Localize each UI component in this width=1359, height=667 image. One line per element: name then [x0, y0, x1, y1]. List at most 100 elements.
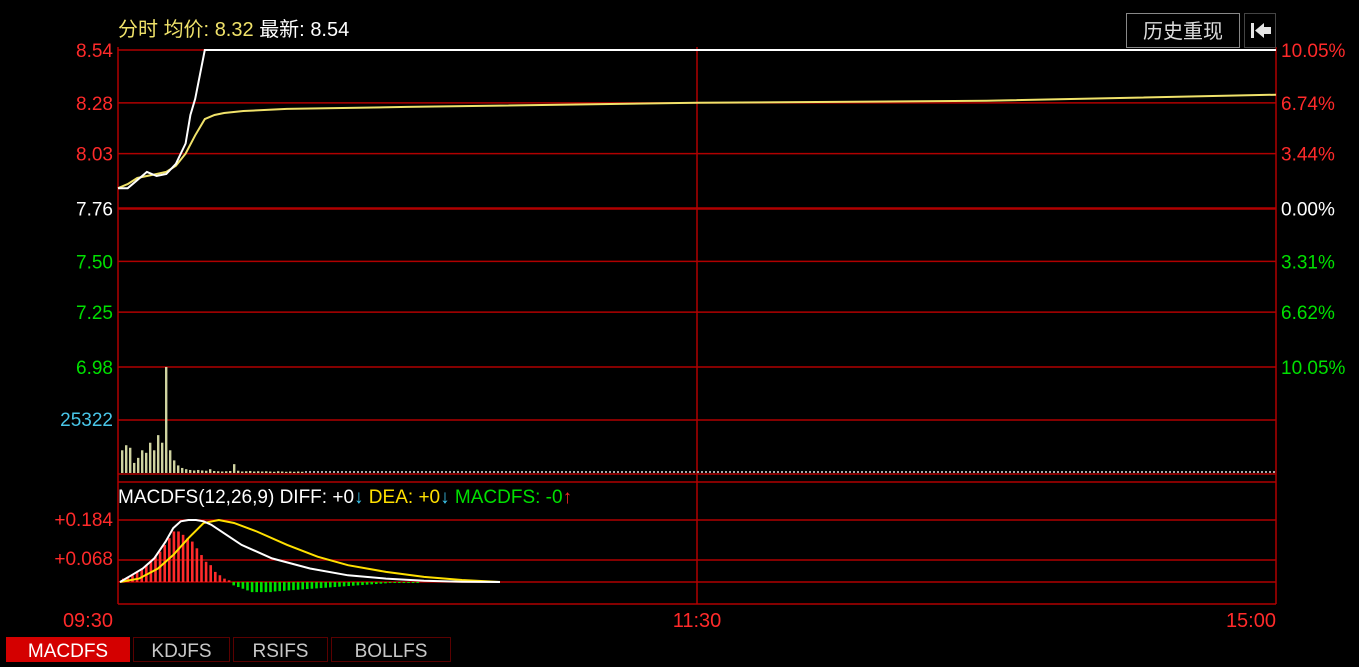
back-button[interactable]	[1244, 13, 1276, 48]
volume-bar	[653, 471, 655, 473]
volume-bar	[1193, 471, 1195, 473]
diff-arrow: ↓	[354, 487, 364, 508]
volume-bar	[161, 442, 164, 473]
volume-bar	[1105, 471, 1107, 473]
volume-bar	[789, 471, 791, 473]
macd-header: MACDFS(12,26,9) DIFF: +0↓ DEA: +0↓ MACDF…	[118, 487, 572, 508]
volume-bar	[913, 471, 915, 473]
volume-bar	[1161, 471, 1163, 473]
volume-bar	[465, 471, 467, 473]
volume-bar	[1173, 471, 1175, 473]
macd-histogram-bar	[296, 582, 300, 590]
macd-histogram-bar	[301, 582, 304, 590]
volume-bar	[981, 471, 983, 473]
volume-bar	[437, 471, 439, 473]
volume-bar	[157, 435, 160, 473]
volume-bar	[1245, 471, 1247, 473]
volume-bar	[869, 471, 871, 473]
volume-bar	[325, 471, 327, 473]
volume-bar	[545, 471, 547, 473]
volume-bar	[961, 471, 963, 473]
volume-bar	[829, 471, 831, 473]
history-replay-button[interactable]: 历史重现	[1126, 13, 1240, 48]
volume-bar	[1257, 471, 1259, 473]
volume-bar	[677, 471, 679, 473]
volume-bar	[777, 471, 779, 473]
macd-histogram-bar	[333, 582, 337, 588]
volume-bar	[809, 471, 811, 473]
volume-bar	[817, 471, 819, 473]
volume-bar	[973, 471, 975, 473]
macd-histogram-bar	[329, 582, 332, 588]
volume-bar	[1041, 471, 1043, 473]
volume-bar	[541, 471, 543, 473]
volume-bar	[217, 471, 220, 473]
volume-bar	[329, 471, 331, 473]
volume-bar	[257, 471, 260, 473]
volume-bar	[449, 471, 451, 473]
volume-bar	[893, 471, 895, 473]
volume-bar	[605, 471, 607, 473]
volume-bar	[1065, 471, 1067, 473]
macd-histogram-bar	[338, 582, 341, 587]
volume-tick-label: 25322	[60, 410, 113, 431]
volume-bar	[641, 471, 643, 473]
volume-bar	[169, 450, 172, 473]
avg-value: 8.32	[215, 19, 254, 41]
volume-bar	[517, 471, 519, 473]
volume-bar	[1049, 471, 1051, 473]
macd-histogram-bar	[310, 582, 314, 589]
volume-bar	[897, 471, 899, 473]
volume-bar	[609, 471, 611, 473]
volume-bar	[657, 471, 659, 473]
volume-bar	[153, 450, 156, 473]
macd-histogram-bar	[246, 582, 249, 591]
volume-bar	[1137, 471, 1139, 473]
macd-diff-line	[119, 519, 501, 583]
macd-histogram-bar	[195, 548, 199, 582]
volume-bar	[489, 471, 491, 473]
volume-bar	[633, 471, 635, 473]
volume-bar	[357, 471, 359, 473]
time-tick-label: 09:30	[63, 610, 113, 632]
volume-bar	[417, 471, 419, 473]
price-line	[118, 49, 1276, 190]
volume-bar	[1117, 471, 1119, 473]
volume-bar	[421, 471, 423, 473]
volume-bar	[929, 471, 931, 473]
y-tick-label: 7.50	[76, 252, 113, 273]
volume-bar	[125, 445, 128, 473]
volume-bar	[1149, 471, 1151, 473]
tab-kdjfs[interactable]: KDJFS	[133, 637, 230, 662]
volume-bar	[565, 471, 567, 473]
tab-bollfs[interactable]: BOLLFS	[331, 637, 451, 662]
volume-bar	[245, 471, 248, 473]
volume-bar	[729, 471, 731, 473]
volume-bar	[209, 469, 212, 473]
macd-histogram-bar	[264, 582, 268, 593]
volume-bar	[333, 471, 335, 473]
volume-bar	[1237, 471, 1239, 473]
macd-histogram-bar	[140, 568, 143, 582]
volume-bar	[361, 471, 363, 473]
tab-rsifs[interactable]: RSIFS	[233, 637, 328, 662]
macd-histogram-bar	[370, 582, 373, 585]
volume-bar	[377, 471, 379, 473]
macd-histogram-bar	[237, 582, 240, 588]
volume-bar	[269, 471, 272, 473]
macd-histogram-bar	[204, 561, 208, 582]
volume-bar	[1269, 471, 1271, 473]
volume-bar	[401, 471, 403, 473]
volume-bar	[757, 471, 759, 473]
macd-tick-label: +0.184	[54, 510, 113, 531]
diff-value: +0	[332, 487, 354, 508]
tab-macdfs[interactable]: MACDFS	[6, 637, 130, 662]
macd-histogram-bar	[250, 582, 254, 593]
volume-bar	[297, 471, 300, 473]
dea-label: DEA:	[369, 487, 413, 508]
volume-bar	[933, 471, 935, 473]
volume-bar	[349, 471, 351, 473]
volume-bar	[373, 471, 375, 473]
